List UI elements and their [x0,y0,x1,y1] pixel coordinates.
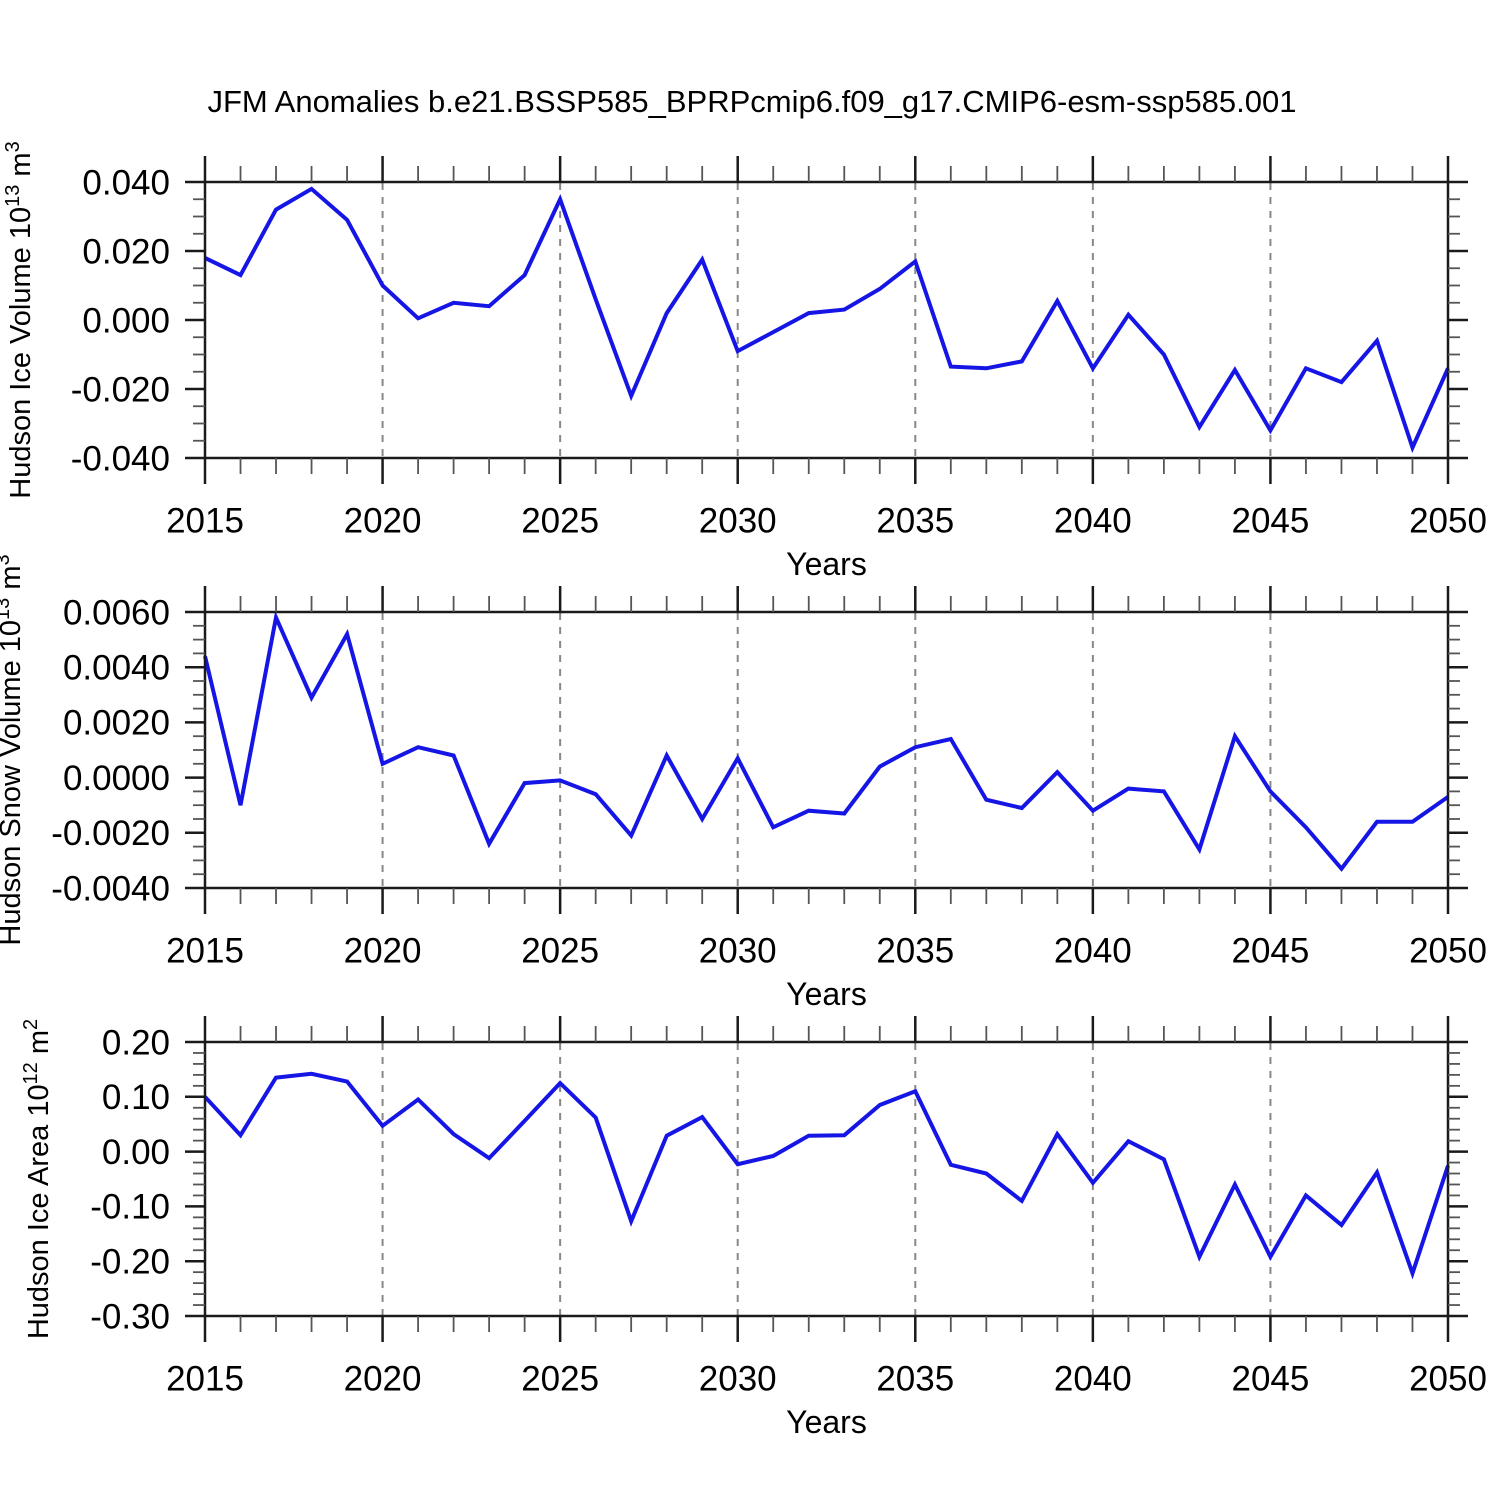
x-tick-label: 2045 [1231,1359,1309,1398]
x-tick-label: 2020 [344,1359,422,1398]
x-tick-label: 2015 [166,1359,244,1398]
x-tick-label: 2020 [344,501,422,540]
x-tick-label: 2035 [876,931,954,970]
x-tick-label: 2015 [166,931,244,970]
y-tick-label: 0.0060 [63,593,170,632]
y-tick-label: 0.10 [102,1078,170,1117]
x-tick-label: 2040 [1054,931,1132,970]
x-tick-label: 2030 [699,931,777,970]
panel-hudson-snow-volume: 2015 2020 2025 2030 2035 2040 2045 2050 0.0060 0.… [0,554,1487,1012]
y-tick-label: -0.10 [90,1188,170,1227]
x-tick-label: 2020 [344,931,422,970]
x-tick-label: 2035 [876,1359,954,1398]
x-tick-label: 2025 [521,1359,599,1398]
y-tick-label: 0.0020 [63,704,170,743]
x-tick-label: 2050 [1409,1359,1487,1398]
hudson-ice-area-y-axis-label: Hudson Ice Area 1012 m2 [20,1019,55,1339]
y-tick-label: 0.040 [82,163,170,202]
hudson-ice-volume-y-axis-label: Hudson Ice Volume 1013 m3 [2,141,37,498]
x-tick-label: 2025 [521,501,599,540]
y-tick-label: 0.0000 [63,759,170,798]
x-axis-title: Years [786,1404,867,1440]
hudson-ice-area-frame [203,1040,1450,1318]
panel-hudson-ice-volume: 2015 2020 2025 2030 2035 2040 2045 2050 0.040 0.0… [2,141,1487,582]
x-tick-label: 2050 [1409,931,1487,970]
x-tick-label: 2050 [1409,501,1487,540]
y-tick-label: -0.040 [71,439,170,478]
y-tick-label: 0.0040 [63,648,170,687]
panel-hudson-ice-area: 2015 2020 2025 2030 2035 2040 2045 2050 0.20 0.10… [20,1016,1487,1440]
x-tick-label: 2040 [1054,501,1132,540]
x-tick-label: 2035 [876,501,954,540]
y-tick-label: -0.30 [90,1297,170,1336]
y-tick-label: 0.020 [82,232,170,271]
hudson-ice-area-line [203,1071,1450,1280]
x-axis-title: Years [786,976,867,1012]
x-axis-title: Years [786,546,867,582]
y-tick-label: -0.0040 [51,869,170,908]
y-tick-label: -0.020 [71,370,170,409]
hudson-ice-volume-line [204,186,1450,454]
hudson-snow-volume-line [203,610,1450,872]
y-tick-label: -0.0020 [51,814,170,853]
x-tick-label: 2045 [1231,501,1309,540]
y-tick-label: 0.000 [82,301,170,340]
chart-title: JFM Anomalies b.e21.BSSP585_BPRPcmip6.f0… [207,84,1297,119]
x-tick-label: 2045 [1231,931,1309,970]
x-tick-label: 2015 [166,501,244,540]
x-tick-label: 2030 [699,501,777,540]
x-tick-label: 2040 [1054,1359,1132,1398]
y-tick-label: 0.20 [102,1023,170,1062]
x-tick-label: 2030 [699,1359,777,1398]
y-tick-label: -0.20 [90,1242,170,1281]
hudson-snow-volume-frame [203,610,1450,890]
x-tick-label: 2025 [521,931,599,970]
hudson-snow-volume-y-axis-label: Hudson Snow Volume 1013 m3 [0,554,27,945]
y-tick-label: 0.00 [102,1133,170,1172]
